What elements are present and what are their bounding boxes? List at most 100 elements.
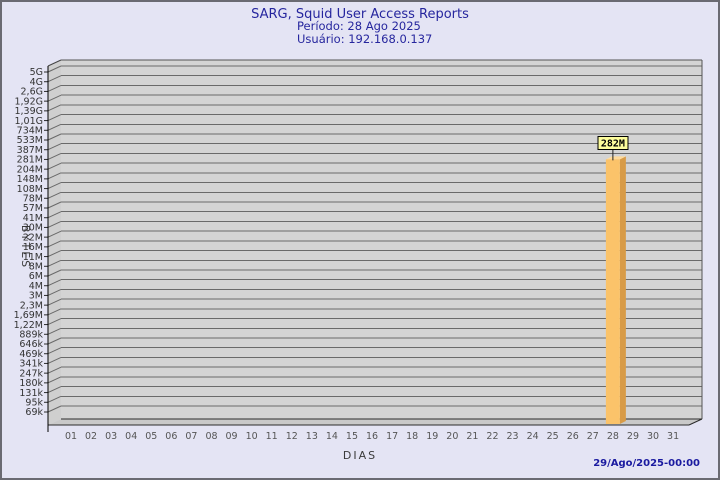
x-tick-label: 28 xyxy=(607,431,619,442)
x-tick-label: 08 xyxy=(205,431,217,442)
y-tick-label: 341k xyxy=(19,359,43,370)
x-tick-label: 16 xyxy=(366,431,378,442)
y-tick-label: 69k xyxy=(25,407,43,418)
x-tick-label: 10 xyxy=(246,431,258,442)
y-tick-label: 4G xyxy=(30,77,43,88)
y-tick-label: 734M xyxy=(17,125,43,136)
chart-subtitle-block: Período: 28 Ago 2025 Usuário: 192.168.0.… xyxy=(297,20,432,46)
y-gridline-wall-segment xyxy=(47,230,62,238)
x-tick-label: 04 xyxy=(125,431,137,442)
y-gridline-wall-segment xyxy=(47,279,62,287)
x-tick-label: 14 xyxy=(326,431,338,442)
y-tick-label: 247k xyxy=(19,368,43,379)
x-tick-label: 24 xyxy=(527,431,539,442)
report-generated-timestamp: 29/Ago/2025-00:00 xyxy=(593,458,700,469)
x-tick-label: 11 xyxy=(266,431,278,442)
y-gridline-wall-segment xyxy=(47,347,62,355)
y-gridline-wall-segment xyxy=(47,84,62,92)
y-tick-label: 2,3M xyxy=(20,300,43,311)
chart-period-line: Período: 28 Ago 2025 xyxy=(297,19,421,33)
y-tick-label: 889k xyxy=(19,329,43,340)
y-tick-label: 533M xyxy=(17,135,43,146)
y-gridline-wall-segment xyxy=(47,220,62,228)
plot-left-wall xyxy=(48,60,61,425)
bar-top-face xyxy=(605,156,626,160)
y-gridline-wall-segment xyxy=(47,65,62,73)
y-tick-label: 204M xyxy=(17,164,43,175)
bar-value-flag xyxy=(597,135,629,150)
x-tick-label: 27 xyxy=(587,431,599,442)
y-gridline-wall-segment xyxy=(47,250,62,258)
y-tick-label: 6M xyxy=(29,271,43,282)
x-tick-label: 05 xyxy=(145,431,157,442)
bar-day-28 xyxy=(605,159,620,424)
y-gridline-wall-segment xyxy=(47,288,62,296)
y-gridline-wall-segment xyxy=(47,172,62,180)
y-gridline-wall-segment xyxy=(47,211,62,219)
y-gridline-wall-segment xyxy=(47,386,62,394)
x-tick-label: 18 xyxy=(406,431,418,442)
chart-user-line: Usuário: 192.168.0.137 xyxy=(297,32,433,46)
y-tick-label: 11M xyxy=(23,252,43,263)
y-tick-label: 1,01G xyxy=(14,116,43,127)
x-tick-label: 15 xyxy=(346,431,358,442)
y-gridline-wall-segment xyxy=(47,366,62,374)
x-tick-label: 02 xyxy=(85,431,97,442)
y-gridline-wall-segment xyxy=(47,356,62,364)
y-gridline-wall-segment xyxy=(47,298,62,306)
x-tick-label: 13 xyxy=(306,431,318,442)
x-tick-label: 17 xyxy=(386,431,398,442)
plot-floor xyxy=(48,419,702,425)
y-tick-label: 387M xyxy=(17,145,43,156)
y-tick-label: 78M xyxy=(23,193,43,204)
chart-title: SARG, Squid User Access Reports xyxy=(251,7,469,22)
x-tick-label: 01 xyxy=(65,431,77,442)
y-gridline-wall-segment xyxy=(47,114,62,122)
x-axis-title: DIAS xyxy=(342,449,378,462)
y-tick-label: 2,6G xyxy=(21,87,43,98)
y-gridline-wall-segment xyxy=(47,376,62,384)
y-tick-label: 1,92G xyxy=(14,96,43,107)
y-tick-label: 1,22M xyxy=(14,320,43,331)
x-tick-label: 29 xyxy=(627,431,639,442)
y-tick-label: 1,39G xyxy=(14,106,43,117)
y-tick-label: 16M xyxy=(23,242,43,253)
y-gridline-wall-segment xyxy=(47,269,62,277)
bar-side-face xyxy=(619,156,626,424)
bar-value-label: 282M xyxy=(601,138,625,149)
y-tick-label: 57M xyxy=(23,203,43,214)
y-gridline-wall-segment xyxy=(47,191,62,199)
y-gridline-wall-segment xyxy=(47,240,62,248)
y-tick-label: 281M xyxy=(17,155,43,166)
x-tick-label: 26 xyxy=(567,431,579,442)
floor-corner-edge xyxy=(688,418,703,426)
y-tick-label: 5G xyxy=(30,67,43,78)
y-gridline-wall-segment xyxy=(47,133,62,141)
y-tick-label: 41M xyxy=(23,213,43,224)
y-gridline-wall-segment xyxy=(47,337,62,345)
y-gridline-wall-segment xyxy=(47,327,62,335)
y-tick-label: 1,69M xyxy=(14,310,43,321)
wall-top-edge xyxy=(47,59,62,67)
x-tick-label: 23 xyxy=(506,431,518,442)
y-gridline-wall-segment xyxy=(47,162,62,170)
y-tick-label: 30M xyxy=(23,223,43,234)
y-gridline-wall-segment xyxy=(47,182,62,190)
y-tick-label: 148M xyxy=(17,174,43,185)
y-tick-label: 180k xyxy=(19,378,43,389)
y-gridline-wall-segment xyxy=(47,143,62,151)
y-gridline-wall-segment xyxy=(47,201,62,209)
x-tick-label: 07 xyxy=(185,431,197,442)
y-tick-label: 8M xyxy=(29,261,43,272)
x-tick-label: 30 xyxy=(647,431,659,442)
x-tick-label: 31 xyxy=(667,431,679,442)
y-gridline-wall-segment xyxy=(47,123,62,131)
y-gridline-wall-segment xyxy=(47,259,62,267)
y-gridline-wall-segment xyxy=(47,405,62,413)
x-tick-label: 22 xyxy=(486,431,498,442)
y-gridline-wall-segment xyxy=(47,318,62,326)
x-tick-label: 06 xyxy=(165,431,177,442)
y-tick-label: 131k xyxy=(19,388,43,399)
y-tick-label: 646k xyxy=(19,339,43,350)
